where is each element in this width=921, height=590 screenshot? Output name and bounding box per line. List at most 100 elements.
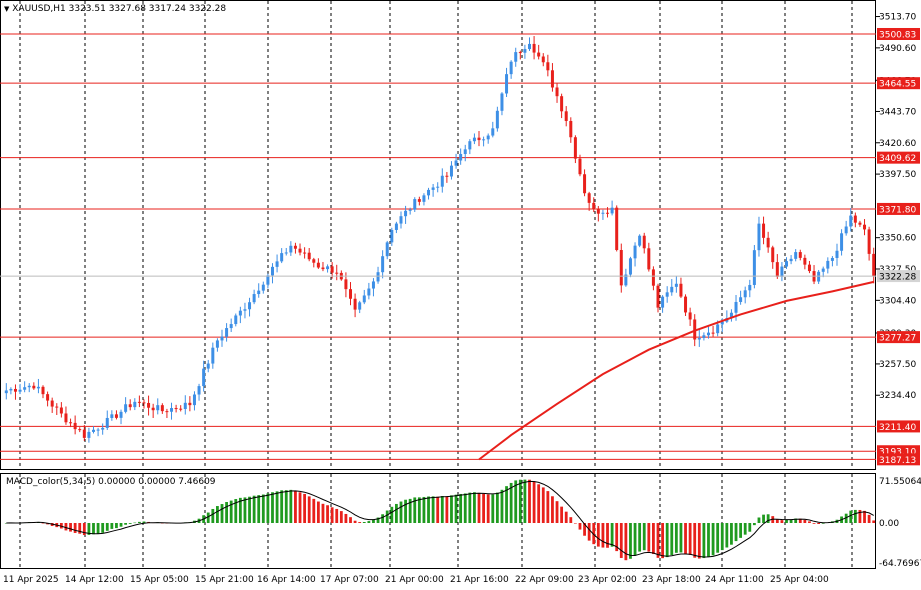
candle-body [706, 332, 710, 336]
candle-body [459, 154, 463, 161]
candle-body [344, 279, 348, 290]
macd-histogram-bar [486, 494, 490, 523]
macd-histogram-bar [858, 509, 862, 523]
candle-body [46, 394, 50, 401]
macd-histogram-bar [688, 523, 692, 555]
candle-body [523, 49, 527, 53]
macd-histogram-bar [289, 489, 293, 523]
macd-histogram-bar [739, 523, 743, 538]
candle-body [674, 283, 678, 287]
price-level-label-box [877, 420, 920, 433]
candle-body [830, 257, 834, 261]
macd-histogram-bar [115, 523, 118, 529]
macd-histogram-bar [477, 492, 481, 523]
macd-histogram-bar [546, 491, 550, 523]
time-axis-label: 15 Apr 05:00 [130, 575, 189, 585]
macd-histogram-bar [473, 492, 476, 523]
candle-body [482, 139, 486, 141]
macd-histogram-bar [523, 479, 527, 523]
candle-body [527, 43, 531, 50]
macd-histogram-bar [142, 521, 146, 523]
candle-body [541, 56, 545, 63]
macd-histogram-bar [491, 494, 495, 523]
candle-body [771, 247, 775, 263]
macd-histogram-bar [303, 493, 307, 523]
price-level-label: 3371.80 [879, 205, 916, 215]
macd-histogram-bar [734, 523, 738, 542]
candle-body [408, 209, 412, 211]
candle-body [807, 264, 811, 272]
candle-body [587, 193, 591, 203]
price-level-label-box [877, 151, 920, 164]
time-axis-label: 22 Apr 09:00 [515, 575, 574, 585]
candle-body [202, 368, 206, 387]
macd-histogram-bar [619, 523, 623, 558]
time-axis-label: 16 Apr 14:00 [257, 575, 316, 585]
candle-body [596, 209, 600, 214]
price-tick-label: 3397.50 [879, 170, 916, 180]
candle-body [390, 229, 394, 243]
candle-body [27, 385, 31, 388]
candle-body [610, 207, 614, 214]
candle-body [41, 386, 45, 395]
candle-body [656, 285, 660, 308]
candle-body [215, 340, 219, 348]
macd-histogram-bar [422, 496, 426, 523]
macd-histogram-bar [766, 514, 770, 523]
candle-body [362, 295, 366, 303]
macd-histogram-bar [339, 511, 343, 523]
macd-histogram-bar [794, 518, 798, 523]
macd-histogram-bar [431, 496, 435, 523]
macd-histogram-bar [537, 484, 541, 523]
candle-body [225, 328, 229, 337]
macd-histogram-bar [252, 495, 256, 523]
macd-histogram-bar [863, 510, 866, 523]
price-level-label: 3277.27 [879, 334, 916, 344]
macd-histogram-bar [307, 496, 311, 523]
candle-body [147, 402, 151, 408]
macd-histogram-bar [266, 493, 270, 523]
time-axis-label: 23 Apr 02:00 [578, 575, 637, 585]
macd-histogram-bar [514, 480, 518, 523]
candle-body [583, 174, 587, 194]
macd-histogram-bar [752, 523, 756, 526]
macd-histogram-bar [101, 523, 105, 533]
candle-body [394, 223, 398, 230]
collapse-triangle-icon[interactable]: ▼ [4, 5, 10, 13]
candle-body [174, 408, 178, 410]
candle-body [486, 135, 490, 140]
candle-body [36, 386, 40, 389]
macd-histogram-bar [798, 518, 802, 523]
macd-histogram-bar [569, 517, 573, 523]
candle-body [192, 394, 196, 406]
time-axis-label: 21 Apr 00:00 [385, 575, 444, 585]
macd-histogram-bar [110, 523, 114, 529]
macd-histogram-bar [748, 523, 752, 532]
macd-histogram-bar [670, 523, 674, 556]
macd-histogram-bar [661, 523, 664, 559]
price-tick-label: 3350.60 [879, 234, 916, 244]
candle-body [13, 388, 17, 392]
macd-histogram-bar [440, 495, 444, 523]
candle-body [156, 405, 160, 411]
macd-histogram-bar [427, 496, 430, 523]
price-tick-label: 3420.60 [879, 139, 916, 149]
macd-histogram-bar [362, 522, 366, 523]
candle-body [468, 141, 472, 150]
macd-histogram-bar [468, 492, 472, 523]
candle-body [179, 408, 183, 410]
candle-body [661, 296, 665, 308]
macd-histogram-bar [73, 523, 77, 533]
candle-body [50, 400, 54, 407]
macd-histogram-bar [358, 522, 362, 523]
candle-body [647, 248, 651, 270]
candle-body [826, 260, 830, 269]
macd-histogram-bar [335, 508, 339, 523]
symbol-header: ▼ XAUUSD,H1 3323.51 3327.68 3317.24 3322… [4, 4, 226, 14]
candle-body [275, 261, 279, 267]
candle-body [601, 212, 605, 214]
macd-histogram-bar [652, 523, 655, 555]
macd-histogram-bar [450, 495, 453, 523]
